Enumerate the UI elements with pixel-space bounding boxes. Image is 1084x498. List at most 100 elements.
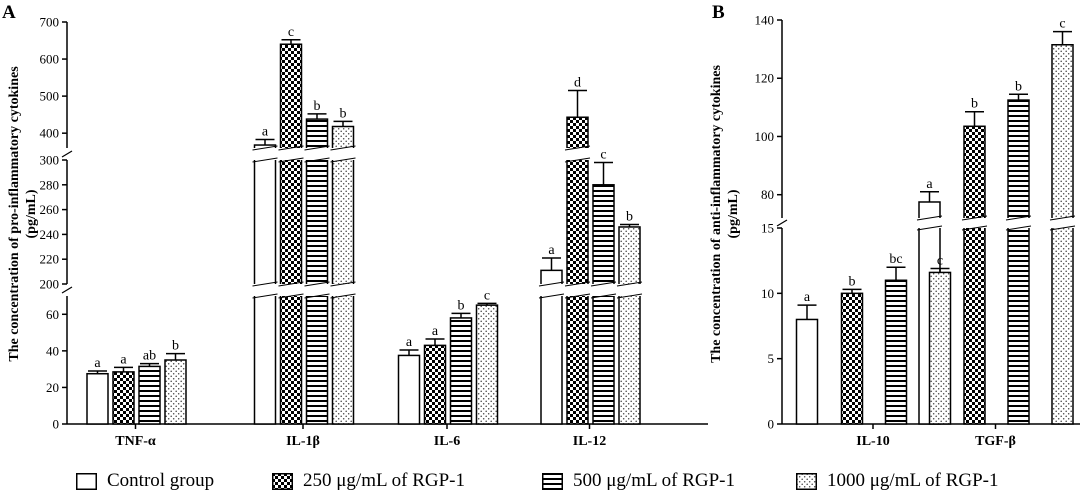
bar-break-mark bbox=[564, 293, 591, 299]
bar-break-mark bbox=[590, 281, 617, 287]
significance-label: a bbox=[94, 356, 101, 371]
bar-break-mark bbox=[616, 293, 643, 299]
legend-item-250: 250 μg/mL of RGP-1 bbox=[272, 470, 465, 492]
y-tick-label: 260 bbox=[40, 202, 60, 217]
y-tick-label: 120 bbox=[755, 71, 775, 86]
bar-break-gap bbox=[252, 284, 278, 296]
significance-label: a bbox=[406, 335, 413, 350]
significance-label: b bbox=[172, 339, 179, 354]
y-tick-label: 500 bbox=[40, 89, 60, 104]
significance-label: a bbox=[120, 352, 127, 367]
y-tick-label: 10 bbox=[761, 286, 774, 301]
significance-label: b bbox=[971, 97, 978, 112]
x-tick-label: IL-1β bbox=[286, 434, 320, 449]
y-tick-label: 20 bbox=[46, 380, 59, 395]
y-tick-label: 280 bbox=[40, 177, 60, 192]
y-tick-label: 0 bbox=[53, 417, 60, 432]
x-tick-label: IL-6 bbox=[434, 434, 460, 449]
significance-label: c bbox=[937, 254, 943, 269]
legend-item-500: 500 μg/mL of RGP-1 bbox=[542, 470, 735, 492]
bar bbox=[423, 344, 447, 425]
y-tick-label: 300 bbox=[40, 153, 60, 168]
bar-break-gap bbox=[330, 148, 356, 160]
bar-break-mark bbox=[278, 145, 304, 151]
bar-break-mark bbox=[1005, 225, 1032, 231]
bar bbox=[566, 116, 589, 425]
x-tick-label: TNF-α bbox=[115, 434, 156, 449]
y-tick-label: 400 bbox=[40, 126, 60, 141]
bar-break-mark bbox=[278, 157, 304, 163]
bar bbox=[279, 43, 303, 425]
significance-label: b bbox=[314, 99, 321, 114]
y-tick-label: 600 bbox=[40, 52, 60, 67]
figure: The concentration of pro-inflammatory cy… bbox=[2, 2, 1080, 449]
y-tick-label: 220 bbox=[40, 252, 60, 267]
legend: Control group 250 μg/mL of RGP-1 500 μg/… bbox=[76, 470, 1076, 498]
bar-break-mark bbox=[304, 293, 330, 299]
bar-break-gap bbox=[1050, 218, 1075, 228]
significance-label: a bbox=[804, 290, 811, 305]
bar-break-gap bbox=[565, 148, 590, 160]
legend-label: 1000 μg/mL of RGP-1 bbox=[827, 470, 999, 491]
bar bbox=[1051, 44, 1074, 425]
bar bbox=[305, 118, 329, 425]
bar-break-gap bbox=[304, 148, 330, 160]
legend-swatch-250 bbox=[272, 472, 293, 490]
panel-a-chart: The concentration of pro-inflammatory cy… bbox=[7, 15, 708, 449]
significance-label: a bbox=[262, 124, 269, 139]
bar-break-mark bbox=[538, 293, 565, 299]
bar-break-mark bbox=[252, 281, 278, 287]
bar bbox=[112, 371, 135, 425]
y-tick-label: 200 bbox=[40, 277, 60, 292]
bar-break-mark bbox=[330, 281, 356, 287]
significance-label: b bbox=[458, 298, 465, 313]
bar-break-mark bbox=[304, 145, 330, 151]
panel-b-chart: The concentration of anti-inflammatory c… bbox=[709, 13, 1080, 449]
significance-label: c bbox=[288, 25, 294, 40]
significance-label: b bbox=[626, 209, 633, 224]
bar-break-mark bbox=[278, 281, 304, 287]
panel-a-letter: A bbox=[2, 2, 16, 23]
significance-label: ab bbox=[143, 349, 156, 364]
bar-break-mark bbox=[330, 293, 356, 299]
x-tick-label: IL-12 bbox=[573, 434, 606, 449]
bar-break-mark bbox=[304, 157, 330, 163]
legend-swatch-1000 bbox=[796, 472, 817, 490]
bar-break-gap bbox=[278, 284, 304, 296]
legend-label: Control group bbox=[107, 470, 215, 491]
bar-break-gap bbox=[1006, 218, 1031, 228]
bar bbox=[164, 359, 187, 425]
bar-break-mark bbox=[278, 293, 304, 299]
bar-break-gap bbox=[330, 284, 356, 296]
bar bbox=[86, 372, 109, 425]
bar-break-mark bbox=[961, 215, 988, 221]
bar bbox=[884, 279, 908, 425]
significance-label: b bbox=[849, 274, 856, 289]
legend-swatch-500 bbox=[542, 472, 563, 490]
legend-label: 500 μg/mL of RGP-1 bbox=[573, 470, 736, 491]
significance-label: c bbox=[600, 147, 606, 162]
significance-label: a bbox=[926, 177, 933, 192]
bar bbox=[592, 184, 615, 425]
significance-label: b bbox=[340, 106, 347, 121]
bar-break-mark bbox=[1049, 225, 1076, 231]
bar-break-gap bbox=[917, 218, 942, 228]
y-tick-label: 100 bbox=[755, 129, 775, 144]
y-tick-label: 140 bbox=[755, 13, 775, 28]
legend-label: 250 μg/mL of RGP-1 bbox=[303, 470, 466, 491]
bar-break-mark bbox=[330, 157, 356, 163]
legend-item-control: Control group bbox=[76, 470, 214, 492]
bar-break-gap bbox=[252, 148, 278, 160]
y-axis-label-line: The concentration of anti-inflammatory c… bbox=[709, 65, 724, 363]
y-tick-label: 60 bbox=[46, 307, 59, 322]
bar-break-mark bbox=[564, 157, 591, 163]
y-tick-label: 40 bbox=[46, 343, 59, 358]
bar-break-mark bbox=[564, 281, 591, 287]
significance-label: a bbox=[432, 324, 439, 339]
bar bbox=[963, 125, 986, 425]
y-tick-label: 15 bbox=[761, 221, 774, 236]
y-axis-label-line: The concentration of pro-inflammatory cy… bbox=[7, 66, 22, 362]
bar bbox=[840, 292, 864, 425]
bar bbox=[1007, 99, 1030, 425]
bar-break-mark bbox=[961, 225, 988, 231]
